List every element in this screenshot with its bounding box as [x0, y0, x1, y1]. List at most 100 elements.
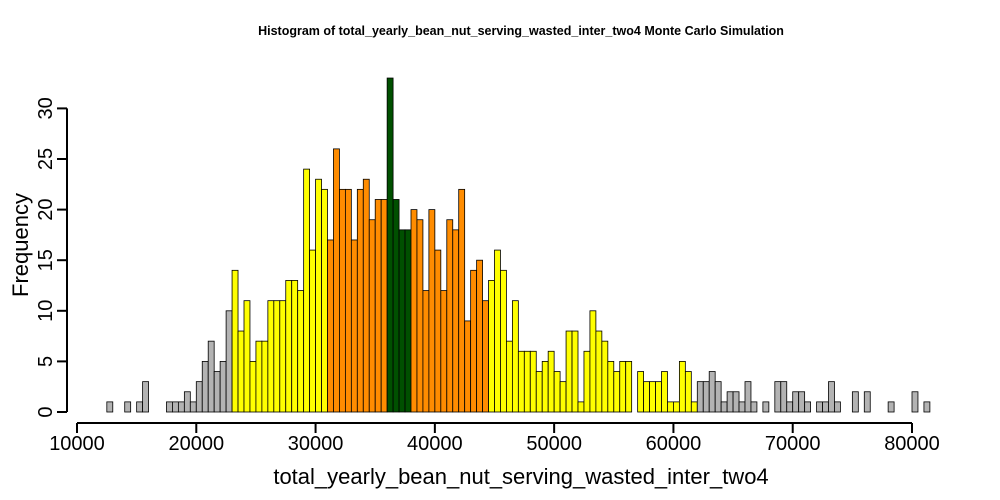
histogram-bar — [762, 401, 770, 413]
histogram-bar — [303, 168, 311, 413]
histogram-bar — [500, 269, 507, 413]
histogram-bar — [166, 401, 173, 413]
histogram-bar — [297, 290, 305, 413]
y-axis: 0 5 10 15 20 25 30 — [35, 97, 68, 418]
histogram-bar — [339, 188, 346, 413]
histogram-bar — [362, 178, 370, 413]
y-tick-label: 30 — [35, 97, 57, 119]
histogram-bar — [482, 300, 489, 413]
histogram-bar — [494, 249, 501, 413]
histogram-bar — [261, 340, 269, 413]
histogram-bar — [822, 401, 829, 413]
histogram-bars — [106, 77, 931, 413]
histogram-bar — [541, 360, 549, 413]
histogram-bar — [136, 401, 143, 413]
histogram-bar — [816, 401, 823, 413]
histogram-bar — [213, 371, 221, 413]
histogram-bar — [291, 280, 299, 413]
histogram-bar — [529, 350, 537, 413]
histogram-bar — [195, 381, 203, 413]
histogram-bar — [851, 391, 859, 413]
histogram-bar — [887, 401, 895, 413]
x-axis: 10000 20000 30000 40000 50000 60000 70000 80000 — [49, 422, 940, 455]
histogram-bar — [923, 401, 931, 413]
histogram-bar — [267, 300, 275, 413]
y-tick-label: 15 — [35, 249, 57, 271]
x-tick-label: 80000 — [884, 433, 940, 455]
histogram-bar — [201, 360, 209, 413]
histogram-bar — [398, 229, 406, 413]
histogram-bar — [237, 330, 245, 413]
histogram-bar — [249, 360, 257, 413]
histogram-bar — [464, 320, 472, 413]
histogram-bar — [559, 381, 567, 413]
histogram-bar — [333, 148, 340, 413]
x-tick-label: 50000 — [526, 433, 582, 455]
histogram-bar — [577, 401, 585, 413]
histogram-bar — [410, 209, 418, 413]
histogram-bar — [285, 280, 293, 413]
histogram-bar — [804, 401, 812, 413]
histogram-bar — [279, 300, 287, 413]
y-tick-label: 20 — [35, 198, 57, 220]
histogram-bar — [661, 371, 668, 413]
histogram-bar — [792, 391, 800, 413]
histogram-bar — [124, 401, 132, 413]
histogram-bar — [231, 269, 239, 413]
histogram-bar — [708, 371, 716, 413]
histogram-bar — [702, 381, 710, 413]
histogram-bar — [142, 381, 149, 413]
histogram-bar — [315, 178, 322, 413]
histogram-bar — [750, 401, 758, 413]
histogram-bar — [726, 391, 734, 413]
histogram-bar — [309, 249, 316, 413]
histogram-bar — [535, 371, 543, 413]
histogram-bar — [422, 290, 430, 413]
x-tick-label: 40000 — [407, 433, 463, 455]
histogram-bar — [696, 381, 704, 413]
histogram-bar — [720, 401, 728, 413]
y-tick-label: 10 — [35, 300, 57, 322]
histogram-bar — [470, 269, 478, 413]
histogram-bar — [189, 401, 197, 413]
x-tick-label: 10000 — [49, 433, 105, 455]
histogram-bar — [428, 209, 436, 413]
histogram-bar — [684, 371, 692, 413]
x-axis-label: total_yearly_bean_nut_serving_wasted_int… — [273, 464, 768, 489]
histogram-bar — [368, 219, 376, 413]
histogram-bar — [386, 77, 394, 413]
histogram-bar — [327, 239, 334, 413]
histogram-bar — [553, 371, 561, 413]
histogram-bar — [637, 371, 645, 413]
histogram-bar — [828, 381, 835, 413]
histogram-bar — [625, 360, 633, 413]
histogram-bar — [738, 401, 746, 413]
histogram-bar — [392, 199, 400, 413]
histogram-bar — [595, 330, 603, 413]
histogram-bar — [655, 381, 662, 413]
histogram-bar — [678, 360, 686, 413]
histogram-bar — [350, 239, 358, 413]
histogram-bar — [225, 310, 233, 413]
histogram-bar — [207, 340, 215, 413]
histogram-bar — [404, 229, 412, 413]
histogram-bar — [255, 340, 263, 413]
histogram-bar — [172, 401, 179, 413]
x-tick-label: 70000 — [765, 433, 821, 455]
histogram-bar — [446, 219, 454, 413]
histogram-bar — [416, 219, 424, 413]
y-tick-label: 25 — [35, 148, 57, 170]
chart-title: Histogram of total_yearly_bean_nut_servi… — [258, 24, 784, 38]
histogram-bar — [452, 229, 460, 413]
histogram-bar — [458, 188, 466, 413]
histogram-bar — [589, 310, 597, 413]
histogram-bar — [183, 391, 191, 413]
y-tick-label: 0 — [35, 406, 57, 417]
y-axis-label: Frequency — [8, 193, 33, 297]
histogram-bar — [643, 381, 650, 413]
histogram-bar — [523, 350, 531, 413]
x-tick-label: 30000 — [288, 433, 344, 455]
histogram-bar — [690, 401, 698, 413]
histogram-bar — [619, 360, 627, 413]
